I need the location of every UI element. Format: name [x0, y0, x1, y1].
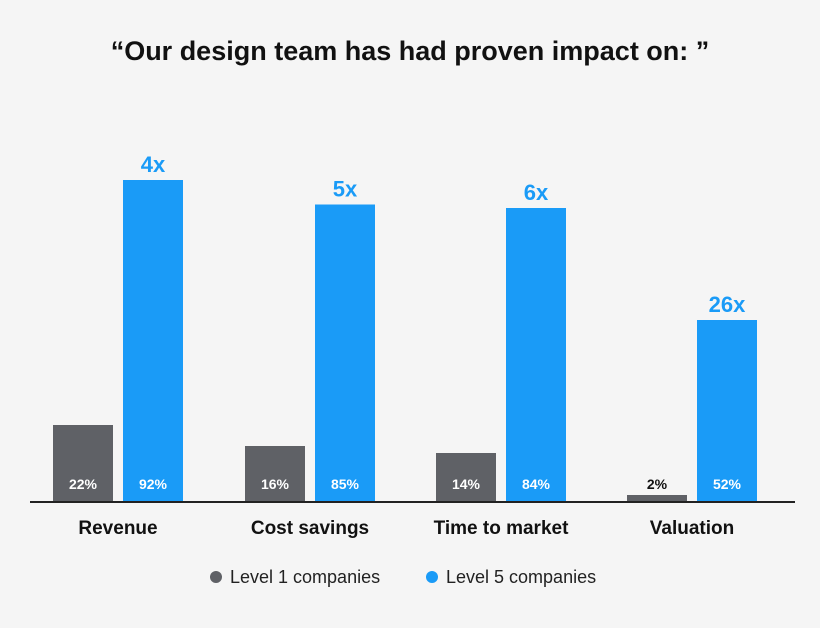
bar-value-label: 85% — [331, 476, 360, 492]
chart-title: “Our design team has had proven impact o… — [111, 36, 710, 66]
bar-level5-0 — [123, 180, 183, 502]
bar-level1-2 — [436, 453, 496, 502]
bar-value-label: 14% — [452, 476, 481, 492]
category-label: Time to market — [434, 518, 569, 539]
bars-group: 22% 92% 4x 16% 85% 5x 14% 84% 6x 2% 52% 26x — [53, 152, 757, 502]
multiplier-label: 26x — [709, 292, 746, 317]
category-label: Revenue — [78, 518, 157, 539]
legend: Level 1 companies Level 5 companies — [210, 567, 596, 587]
bar-value-label: 2% — [647, 476, 668, 492]
bar-value-label: 84% — [522, 476, 551, 492]
bar-level5-2 — [506, 208, 566, 502]
bar-value-label: 16% — [261, 476, 290, 492]
bar-value-label: 52% — [713, 476, 742, 492]
legend-label: Level 1 companies — [230, 567, 380, 587]
category-labels: Revenue Cost savings Time to market Valuati… — [78, 518, 734, 539]
multiplier-label: 4x — [141, 152, 166, 177]
legend-label: Level 5 companies — [446, 567, 596, 587]
category-label: Cost savings — [251, 518, 369, 539]
bar-value-label: 22% — [69, 476, 98, 492]
legend-swatch — [210, 571, 222, 583]
bar-level1-1 — [245, 446, 305, 502]
bar-level5-1 — [315, 204, 375, 502]
bar-value-label: 92% — [139, 476, 168, 492]
multiplier-label: 6x — [524, 180, 549, 205]
bar-level5-3 — [697, 320, 757, 502]
bar-level1-0 — [53, 425, 113, 502]
legend-swatch — [426, 571, 438, 583]
bar-level1-3 — [627, 495, 687, 502]
multiplier-label: 5x — [333, 177, 358, 202]
category-label: Valuation — [650, 518, 734, 539]
